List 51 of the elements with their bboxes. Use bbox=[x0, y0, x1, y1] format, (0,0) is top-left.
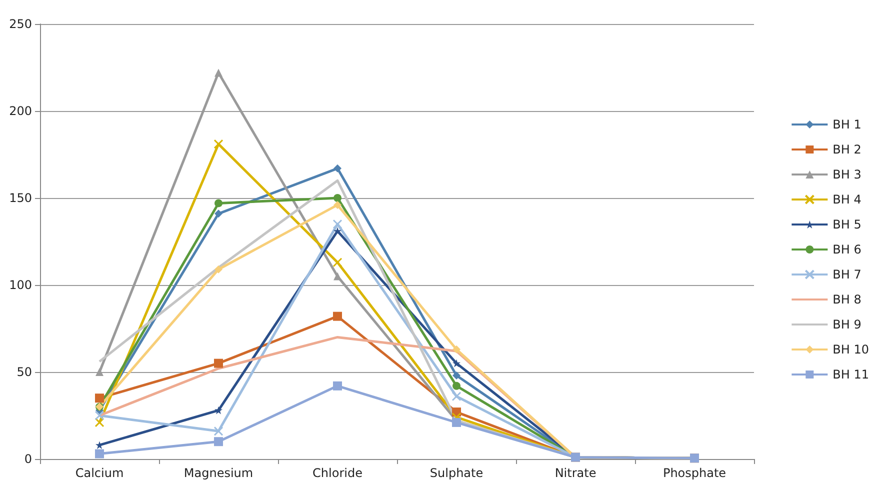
point bbox=[332, 258, 342, 268]
legend-label: BH 5 bbox=[832, 218, 862, 232]
point bbox=[452, 371, 460, 380]
legend-label: BH 6 bbox=[832, 242, 862, 256]
legend-label: BH 9 bbox=[832, 318, 862, 332]
point bbox=[94, 410, 104, 420]
point bbox=[95, 449, 104, 458]
point bbox=[214, 210, 222, 218]
point bbox=[214, 68, 222, 77]
y-tick-label: 250 bbox=[9, 17, 32, 31]
legend-label: BH 2 bbox=[832, 142, 862, 156]
legend-label: BH 10 bbox=[832, 342, 870, 356]
point bbox=[214, 426, 224, 436]
x-tick-label: Calcium bbox=[75, 466, 124, 480]
point bbox=[214, 358, 223, 368]
point bbox=[214, 265, 222, 274]
point bbox=[94, 418, 104, 428]
point bbox=[334, 194, 342, 202]
legend-label: BH 11 bbox=[832, 368, 870, 382]
legend-label: BH 4 bbox=[832, 192, 862, 206]
point bbox=[332, 219, 342, 229]
point bbox=[214, 406, 222, 414]
x-tick-label: Nitrate bbox=[554, 466, 596, 480]
y-tick-label: 50 bbox=[16, 365, 32, 379]
point bbox=[334, 164, 342, 172]
point bbox=[214, 199, 222, 208]
y-tick-label: 0 bbox=[24, 452, 32, 466]
point bbox=[214, 139, 224, 149]
point bbox=[333, 312, 342, 321]
legend-label: BH 3 bbox=[832, 168, 862, 182]
point bbox=[95, 394, 104, 403]
point bbox=[214, 437, 223, 446]
point bbox=[333, 381, 342, 390]
x-tick-label: Phosphate bbox=[662, 466, 726, 480]
y-tick-label: 200 bbox=[9, 104, 32, 118]
point bbox=[452, 345, 460, 354]
point bbox=[96, 368, 104, 376]
y-tick-label: 150 bbox=[9, 191, 32, 205]
x-tick-label: Sulphate bbox=[430, 466, 484, 480]
point bbox=[452, 392, 462, 402]
legend-label: BH 8 bbox=[832, 292, 862, 306]
legend-label: BH 7 bbox=[832, 268, 862, 282]
point bbox=[334, 227, 342, 236]
point bbox=[452, 359, 460, 368]
point bbox=[452, 382, 460, 390]
point bbox=[334, 272, 342, 280]
x-tick-label: Magnesium bbox=[184, 466, 254, 480]
legend-label: BH 1 bbox=[832, 118, 862, 132]
y-tick-label: 100 bbox=[9, 278, 32, 292]
x-tick-label: Chloride bbox=[312, 466, 362, 480]
point bbox=[334, 200, 342, 209]
